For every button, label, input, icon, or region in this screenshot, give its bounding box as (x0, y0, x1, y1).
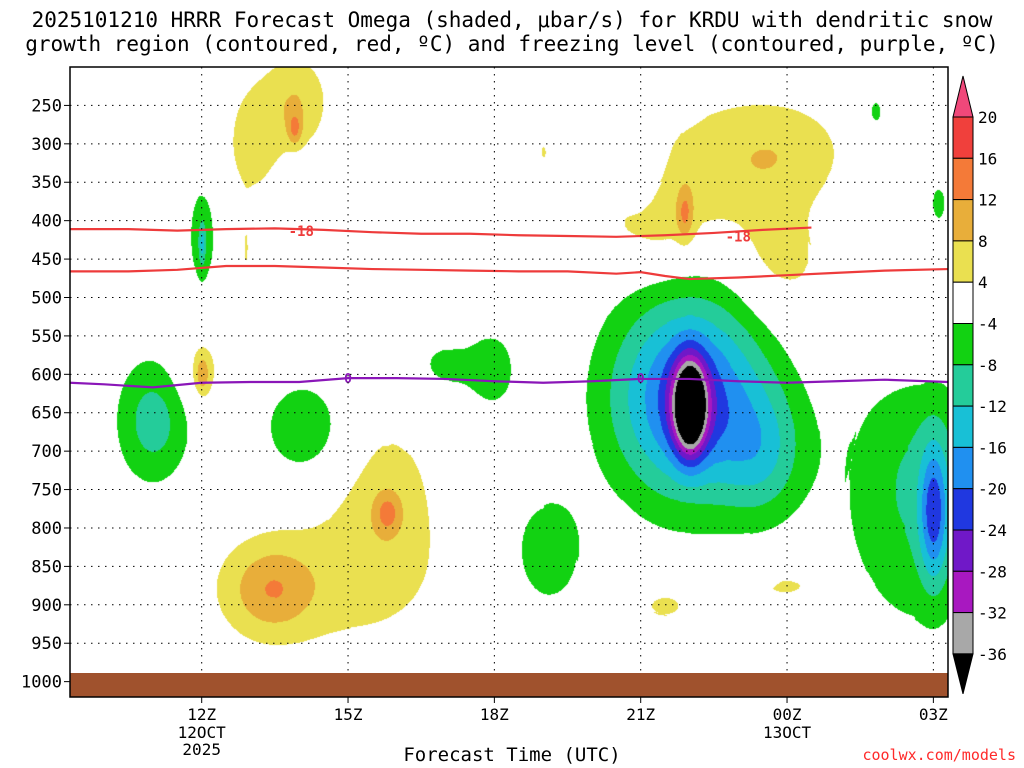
y-tick-label: 850 (31, 557, 62, 577)
colorbar-label: -8 (978, 356, 997, 375)
colorbar-band (952, 240, 974, 283)
colorbar-band (952, 364, 974, 407)
x-tick-date: 13OCT (763, 723, 812, 742)
colorbar-top-arrow (952, 75, 974, 118)
y-tick-label: 900 (31, 596, 62, 616)
colorbar-band (952, 405, 974, 448)
x-tick-label: 00Z (773, 705, 802, 724)
freezing-level-label: 0 (344, 372, 352, 387)
colorbar-label: -12 (978, 397, 1007, 416)
y-tick-label: 950 (31, 634, 62, 654)
colorbar-band (952, 116, 974, 159)
x-tick-label: 03Z (919, 705, 948, 724)
x-tick-date: 12OCT (178, 723, 227, 742)
colorbar-label: -20 (978, 480, 1007, 499)
colorbar-band (952, 488, 974, 531)
dgz-contour-line (70, 226, 812, 238)
freezing-level-label: 0 (637, 372, 645, 387)
y-tick-label: 400 (31, 212, 62, 232)
y-tick-label: 450 (31, 250, 62, 270)
colorbar-label: -16 (978, 438, 1007, 457)
colorbar-label: 12 (978, 191, 997, 210)
x-axis-title: Forecast Time (UTC) (403, 744, 621, 766)
colorbar-label: -4 (978, 315, 997, 334)
y-tick-label: 250 (31, 96, 62, 116)
x-tick-label: 21Z (626, 705, 655, 724)
y-tick-label: 500 (31, 288, 62, 308)
x-tick-label: 15Z (334, 705, 363, 724)
colorbar-band (952, 323, 974, 366)
colorbar-label: -24 (978, 521, 1007, 540)
x-tick-label: 12Z (187, 705, 216, 724)
colorbar-label: -28 (978, 562, 1007, 581)
colorbar-label: -36 (978, 645, 1007, 664)
colorbar-band (952, 199, 974, 242)
colorbar-label: 4 (978, 273, 988, 292)
colorbar-band (952, 446, 974, 490)
x-tick-year: 2025 (182, 740, 221, 759)
y-tick-label: 600 (31, 365, 62, 385)
omega-shading (70, 67, 948, 673)
y-tick-label: 1000 (21, 673, 62, 693)
colorbar-label: 20 (978, 108, 997, 127)
y-tick-label: 300 (31, 135, 62, 155)
dgz-contour-label: -18 (289, 224, 314, 240)
colorbar-label: 8 (978, 232, 988, 251)
dgz-contour-line (70, 264, 949, 281)
ground-surface (70, 673, 948, 697)
colorbar-band (952, 281, 974, 325)
colorbar-bottom-arrow (952, 653, 974, 695)
colorbar-band (952, 570, 974, 614)
chart-title-line-1: 2025101210 HRRR Forecast Omega (shaded, … (31, 8, 993, 32)
y-tick-label: 800 (31, 519, 62, 539)
x-tick-label: 18Z (480, 705, 509, 724)
y-tick-label: 650 (31, 404, 62, 424)
plot-frame (69, 66, 949, 698)
y-tick-label: 350 (31, 173, 62, 193)
credit-text: coolwx.com/models (862, 746, 1016, 764)
y-tick-label: 700 (31, 442, 62, 462)
colorbar-band (952, 157, 974, 201)
dgz-contour-label: -18 (726, 229, 751, 245)
y-tick-label: 550 (31, 327, 62, 347)
colorbar-band (952, 529, 974, 572)
colorbar-label: 16 (978, 149, 997, 168)
colorbar-label: -32 (978, 604, 1007, 623)
y-tick-label: 750 (31, 481, 62, 501)
chart-title-line-2: growth region (contoured, red, ºC) and f… (25, 32, 999, 56)
colorbar-band (952, 612, 974, 655)
